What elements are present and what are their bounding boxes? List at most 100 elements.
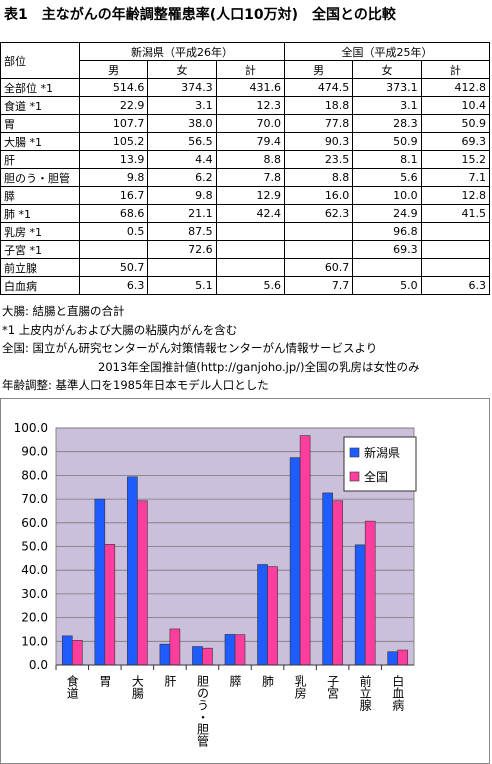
legend-swatch [349, 447, 360, 458]
row-label: 子宮 *1 [0, 240, 80, 259]
table-row: 前立腺 50.7 60.7 [0, 258, 491, 277]
cell: 22.9 [78, 96, 149, 115]
y-tick-label: 70.0 [21, 492, 48, 506]
cell: 373.1 [352, 78, 422, 97]
table-row: 白血病 6.3 5.1 5.6 7.7 5.0 6.3 [0, 276, 491, 295]
cell: 90.3 [283, 132, 354, 151]
cell: 50.7 [78, 258, 149, 277]
table-row: 膵 16.7 9.8 12.9 16.0 10.0 12.8 [0, 186, 491, 205]
x-tick-label: 白血病 [391, 674, 405, 712]
cell: 62.3 [283, 204, 354, 223]
cell [283, 222, 354, 241]
x-tick-label: 前立腺 [358, 674, 372, 712]
cell [78, 240, 149, 259]
bar [387, 651, 399, 666]
cell: 514.6 [78, 78, 149, 97]
cell: 5.6 [352, 168, 422, 187]
cell: 5.6 [215, 276, 285, 295]
cell: 3.1 [147, 96, 217, 115]
note: 大腸: 結腸と直腸の合計 [2, 304, 125, 318]
row-label: 胃 [0, 114, 80, 133]
x-tick-label: 胃 [98, 675, 112, 688]
data-table: 部位 新潟県（平成26年） 全国（平成25年）男女計男女計全部位 *1 514.6 37… [0, 42, 491, 295]
cell: 10.0 [352, 186, 422, 205]
cell: 5.1 [147, 276, 217, 295]
table-row: 食道 *1 22.9 3.1 12.3 18.8 3.1 10.4 [0, 96, 491, 115]
bar [137, 500, 148, 666]
cell [352, 258, 422, 277]
bar [104, 544, 116, 666]
cell: 7.1 [420, 168, 491, 187]
cell: 15.2 [420, 150, 491, 169]
x-tick-label: 子宮 [326, 675, 340, 699]
cell: 79.4 [215, 132, 285, 151]
cell: 107.7 [78, 114, 149, 133]
cell [215, 222, 285, 241]
y-tick-label: 30.0 [21, 587, 48, 601]
x-tick-label: 胆のう・胆管 [195, 675, 209, 748]
y-tick-label: 20.0 [21, 611, 48, 625]
cell [420, 222, 491, 241]
bar [354, 544, 366, 666]
table-row: 全部位 *1 514.6 374.3 431.6 474.5 373.1 412.8 [0, 78, 491, 97]
bar [159, 643, 171, 666]
cell: 68.6 [78, 204, 149, 223]
cell: 23.5 [283, 150, 354, 169]
row-label: 肝 [0, 150, 80, 169]
cell: 7.7 [283, 276, 354, 295]
cell: 16.0 [283, 186, 354, 205]
bar [267, 566, 278, 666]
cell: 3.1 [352, 96, 422, 115]
cell: 60.7 [283, 258, 354, 277]
cell: 431.6 [215, 78, 285, 97]
x-tick-label: 大腸 [130, 675, 144, 700]
row-label: 前立腺 [0, 258, 80, 277]
y-tick-label: 10.0 [21, 634, 48, 648]
cell [283, 240, 354, 259]
cell: 38.0 [147, 114, 217, 133]
cell: 18.8 [283, 96, 354, 115]
corner-cell: 部位 [0, 42, 80, 79]
x-tick-label: 肺 [261, 675, 275, 688]
cell [215, 240, 285, 259]
bar [61, 635, 73, 666]
cell: 8.8 [215, 150, 285, 169]
cell: 42.4 [215, 204, 285, 223]
cell: 12.8 [420, 186, 491, 205]
cell: 69.3 [420, 132, 491, 151]
bar [332, 500, 343, 666]
cell: 105.2 [78, 132, 149, 151]
bar [94, 498, 106, 666]
cell: 7.8 [215, 168, 285, 187]
row-label: 大腸 *1 [0, 132, 80, 151]
bar [127, 476, 138, 666]
x-tick-label: 乳房 [293, 675, 307, 699]
cell: 21.1 [147, 204, 217, 223]
legend-swatch [349, 471, 360, 482]
cell: 56.5 [147, 132, 217, 151]
note: 2013年全国推計値(http://ganjoho.jp/)全国の乳房は女性のみ [98, 359, 420, 374]
subheader: 女 [147, 60, 217, 79]
row-label: 食道 *1 [0, 96, 80, 115]
bar [224, 634, 236, 666]
cell: 5.0 [352, 276, 422, 295]
cell [215, 258, 285, 277]
table-row: 肝 13.9 4.4 8.8 23.5 8.1 15.2 [0, 150, 491, 169]
bar [257, 564, 268, 666]
cell: 12.3 [215, 96, 285, 115]
x-tick-label: 肝 [163, 675, 177, 687]
y-tick-label: 60.0 [21, 516, 48, 530]
row-label: 胆のう・胆管 [0, 168, 80, 187]
cell: 28.3 [352, 114, 422, 133]
cell: 6.2 [147, 168, 217, 187]
subheader: 計 [420, 60, 491, 79]
cell: 374.3 [147, 78, 217, 97]
cell [147, 258, 217, 277]
cell: 8.8 [283, 168, 354, 187]
bar [169, 628, 181, 666]
cell: 70.0 [215, 114, 285, 133]
table-row: 大腸 *1 105.2 56.5 79.4 90.3 50.9 69.3 [0, 132, 491, 151]
y-tick-label: 100.0 [14, 421, 48, 435]
cell: 412.8 [420, 78, 491, 97]
